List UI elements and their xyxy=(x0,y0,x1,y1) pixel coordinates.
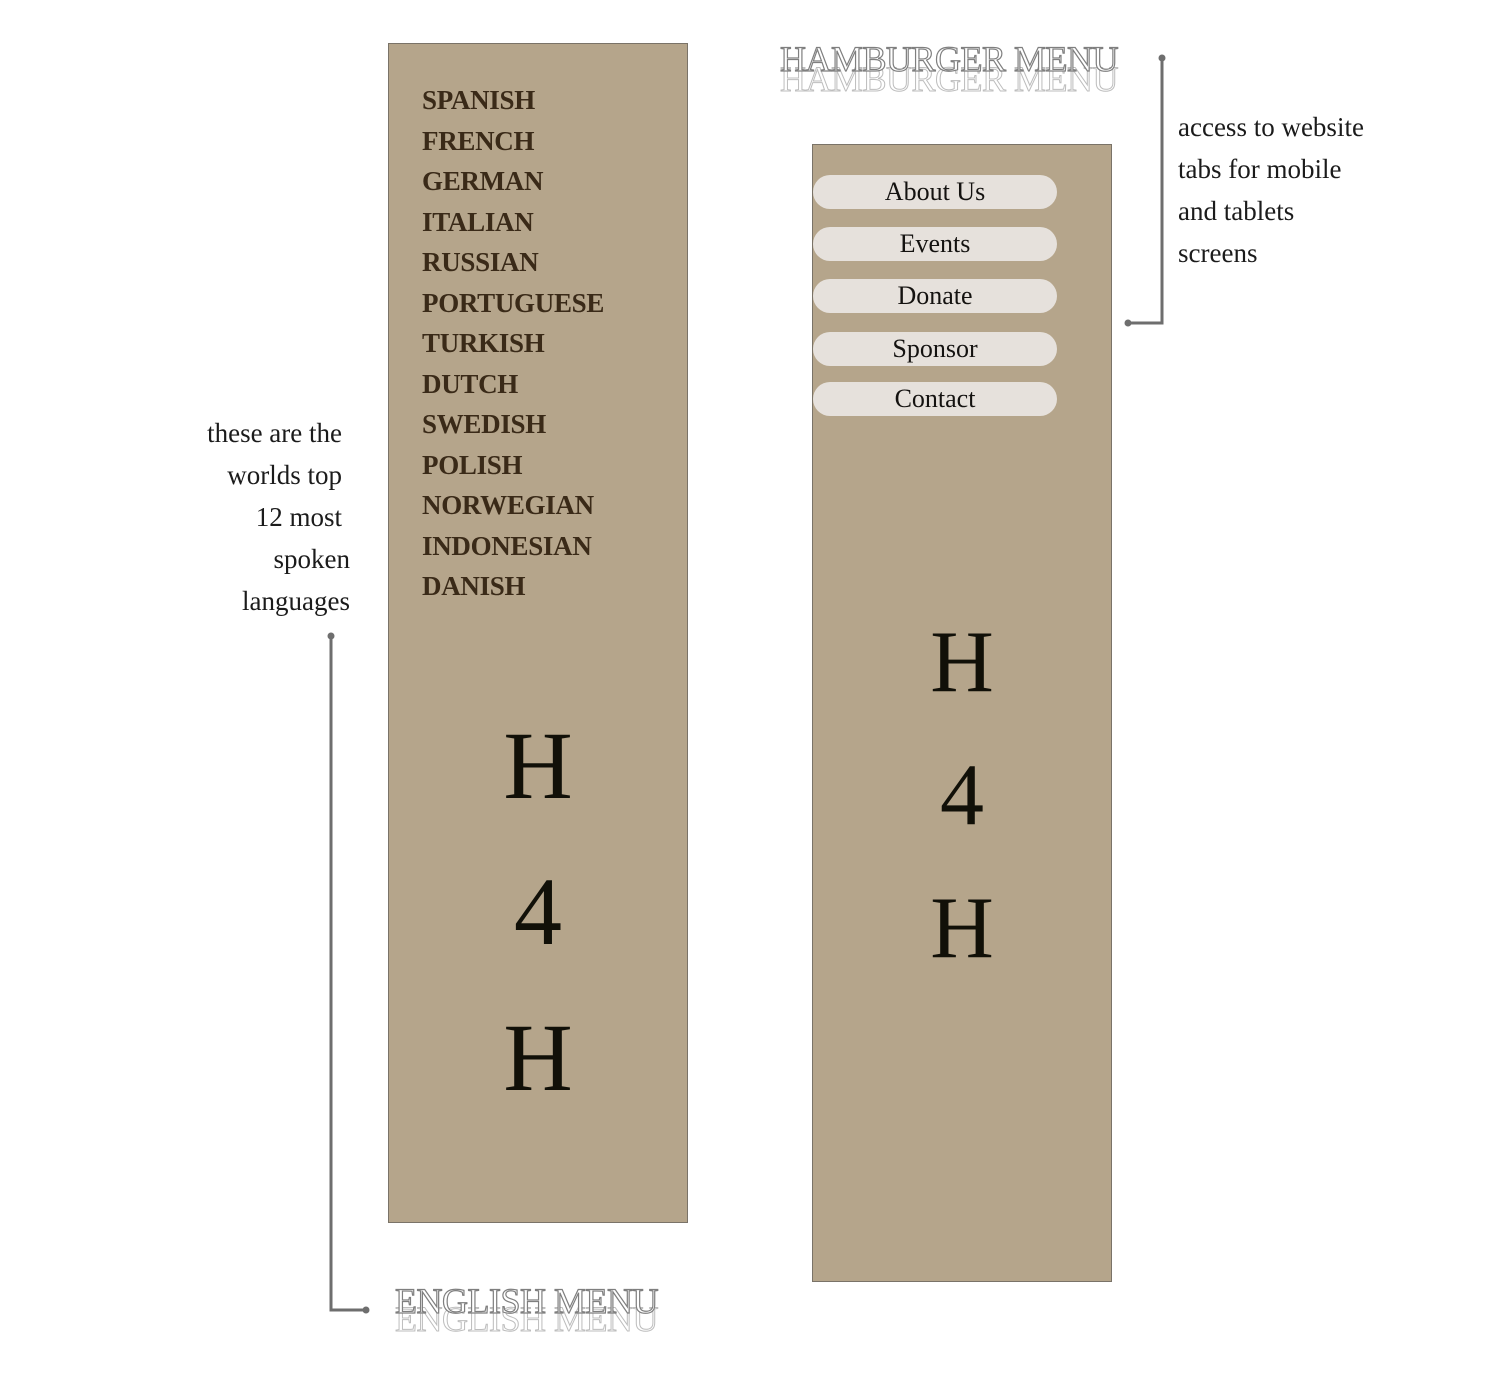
logo-letter: H xyxy=(503,712,573,819)
annotation-line: 12 most xyxy=(255,502,342,532)
sponsor-button[interactable]: Sponsor xyxy=(813,332,1057,366)
logo-letter: 4 xyxy=(940,747,984,844)
annotation-line: these are the xyxy=(207,418,342,448)
annotation-line: spoken xyxy=(273,544,351,574)
language-item-spanish[interactable]: SPANISH xyxy=(422,85,535,115)
left-connector-dot-top xyxy=(327,632,335,640)
donate-button[interactable]: Donate xyxy=(813,279,1057,313)
languages-annotation: these are the worlds top 12 most spoken … xyxy=(160,412,350,622)
language-item-german[interactable]: GERMAN xyxy=(422,166,544,196)
language-item-swedish[interactable]: SWEDISH xyxy=(422,409,546,439)
language-item-russian[interactable]: RUSSIAN xyxy=(422,247,539,277)
language-item-turkish[interactable]: TURKISH xyxy=(422,328,545,358)
annotation-line: worlds top xyxy=(227,460,342,490)
language-item-french[interactable]: FRENCH xyxy=(422,125,535,156)
hamburger-menu-heading: HAMBURGER MENU xyxy=(779,38,1119,79)
language-item-polish[interactable]: POLISH xyxy=(422,449,523,480)
language-item-portuguese[interactable]: PORTUGUESE xyxy=(422,287,605,318)
logo-letter: H xyxy=(930,614,994,711)
left-connector-line xyxy=(329,636,366,1312)
language-item-norwegian[interactable]: NORWEGIAN xyxy=(422,490,594,520)
logo-letter: H xyxy=(930,880,994,977)
right-connector-line xyxy=(1128,58,1164,325)
logo-letter: 4 xyxy=(514,858,562,965)
right-connector-dot-end xyxy=(1124,319,1132,327)
english-menu-heading: ENGLISH MENU xyxy=(394,1280,659,1321)
about-us-button[interactable]: About Us xyxy=(813,175,1057,209)
annotation-line: languages xyxy=(242,586,350,616)
logo-letter: H xyxy=(503,1004,573,1111)
left-connector-dot-end xyxy=(362,1306,370,1314)
language-list: SPANISH FRENCH GERMAN ITALIAN RUSSIAN PO… xyxy=(422,80,604,607)
hamburger-annotation: access to website tabs for mobile and ta… xyxy=(1178,106,1438,274)
annotation-line: and tablets xyxy=(1178,196,1295,226)
right-connector-dot-top xyxy=(1158,54,1166,62)
language-item-italian[interactable]: ITALIAN xyxy=(422,206,534,237)
h4h-logo: H 4 H xyxy=(813,608,1111,1007)
language-item-danish[interactable]: DANISH xyxy=(422,571,526,601)
hamburger-menu-heading-echo: HAMBURGER MENU xyxy=(779,59,1119,100)
annotation-line: tabs for mobile xyxy=(1178,154,1342,184)
english-menu-panel: SPANISH FRENCH GERMAN ITALIAN RUSSIAN PO… xyxy=(388,43,688,1223)
english-menu-heading-echo: ENGLISH MENU xyxy=(395,1299,659,1340)
h4h-logo: H 4 H xyxy=(389,706,687,1144)
annotation-line: screens xyxy=(1178,238,1258,268)
language-item-dutch[interactable]: DUTCH xyxy=(422,368,519,399)
contact-button[interactable]: Contact xyxy=(813,382,1057,416)
annotation-line: access to website xyxy=(1178,112,1364,142)
events-button[interactable]: Events xyxy=(813,227,1057,261)
hamburger-menu-panel: About Us Events Donate Sponsor Contact H… xyxy=(812,144,1112,1282)
language-item-indonesian[interactable]: INDONESIAN xyxy=(422,530,592,561)
